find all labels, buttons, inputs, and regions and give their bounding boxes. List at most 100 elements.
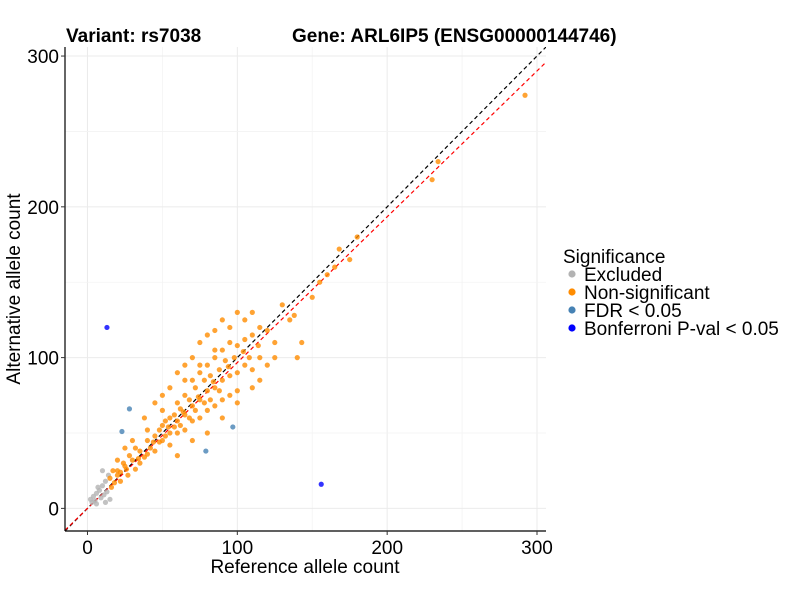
point-non-significant: [212, 403, 218, 409]
point-non-significant: [137, 448, 143, 454]
point-non-significant: [174, 430, 180, 436]
point-non-significant: [186, 397, 192, 403]
point-non-significant: [332, 264, 338, 270]
point-non-significant: [177, 422, 183, 429]
point-non-significant: [257, 324, 263, 331]
point-non-significant: [174, 453, 180, 459]
point-non-significant: [212, 355, 218, 361]
point-non-significant: [272, 339, 278, 346]
point-non-significant: [204, 407, 210, 413]
point-non-significant: [197, 362, 203, 368]
point-non-significant: [123, 466, 130, 472]
point-non-significant: [272, 355, 278, 361]
point-non-significant: [216, 388, 222, 394]
point-non-significant: [167, 415, 173, 421]
point-non-significant: [132, 445, 139, 451]
point-non-significant: [182, 377, 188, 383]
point-non-significant: [264, 327, 270, 334]
point-non-significant: [189, 355, 195, 361]
point-bonferroni-p-val-0-05: [318, 481, 324, 487]
point-fdr-0-05: [230, 424, 236, 430]
point-bonferroni-p-val-0-05: [104, 324, 110, 331]
point-non-significant: [246, 355, 252, 361]
point-non-significant: [249, 367, 255, 373]
point-fdr-0-05: [203, 448, 209, 454]
point-non-significant: [171, 424, 177, 430]
point-excluded: [102, 478, 109, 484]
point-non-significant: [255, 342, 261, 349]
point-non-significant: [294, 355, 300, 361]
legend-key-icon: [568, 306, 576, 314]
point-non-significant: [171, 412, 177, 418]
x-axis-title: Reference allele count: [210, 557, 400, 578]
point-non-significant: [159, 392, 165, 398]
y-tick-label: 200: [27, 198, 59, 219]
x-tick-label: 200: [371, 538, 403, 559]
point-non-significant: [192, 407, 198, 413]
point-non-significant: [144, 437, 151, 444]
point-non-significant: [354, 234, 360, 240]
data-points: [87, 92, 528, 507]
point-non-significant: [324, 272, 330, 278]
point-non-significant: [126, 453, 133, 459]
point-non-significant: [234, 370, 240, 376]
point-non-significant: [219, 397, 225, 403]
point-non-significant: [219, 317, 225, 323]
point-non-significant: [110, 468, 116, 474]
point-non-significant: [162, 433, 168, 439]
point-non-significant: [279, 302, 285, 308]
point-non-significant: [156, 427, 163, 433]
point-non-significant: [125, 472, 131, 478]
point-non-significant: [144, 451, 151, 457]
point-non-significant: [227, 373, 233, 379]
point-excluded: [93, 501, 100, 507]
point-non-significant: [180, 409, 186, 415]
point-non-significant: [197, 339, 203, 346]
point-non-significant: [347, 256, 353, 263]
point-non-significant: [216, 367, 222, 373]
point-non-significant: [159, 437, 165, 444]
point-non-significant: [212, 347, 218, 353]
point-non-significant: [234, 388, 240, 394]
point-non-significant: [111, 480, 118, 486]
point-non-significant: [204, 388, 210, 394]
point-non-significant: [174, 400, 180, 406]
point-non-significant: [249, 332, 255, 338]
point-non-significant: [204, 430, 210, 436]
point-non-significant: [189, 403, 195, 409]
point-non-significant: [336, 246, 342, 252]
axes: 0 100 200 300 0 100 200 300: [27, 47, 553, 559]
legend-label: Non-significant: [584, 283, 710, 304]
legend-key-icon: [568, 288, 576, 296]
identity-line: [65, 47, 546, 531]
point-non-significant: [159, 407, 165, 413]
legend-label: Excluded: [584, 265, 662, 286]
point-non-significant: [162, 418, 168, 424]
point-non-significant: [147, 445, 154, 451]
point-non-significant: [117, 478, 124, 484]
point-non-significant: [240, 348, 246, 355]
point-excluded: [102, 499, 109, 505]
point-non-significant: [152, 448, 158, 454]
point-fdr-0-05: [126, 406, 133, 412]
point-non-significant: [291, 312, 297, 318]
point-non-significant: [201, 377, 207, 383]
point-non-significant: [167, 430, 173, 436]
point-non-significant: [122, 445, 128, 451]
point-non-significant: [317, 279, 323, 285]
point-non-significant: [227, 339, 233, 346]
title-variant: Variant: rs7038: [66, 26, 201, 47]
x-tick-label: 300: [521, 538, 553, 559]
point-non-significant: [204, 362, 210, 368]
point-non-significant: [114, 457, 121, 463]
point-non-significant: [522, 92, 528, 98]
point-non-significant: [222, 358, 228, 364]
point-excluded: [89, 499, 95, 505]
point-non-significant: [212, 385, 218, 391]
x-tick-label: 100: [221, 538, 253, 559]
point-non-significant: [189, 418, 195, 424]
point-non-significant: [108, 484, 115, 490]
point-non-significant: [309, 294, 315, 300]
point-non-significant: [182, 392, 188, 398]
point-non-significant: [429, 177, 435, 183]
